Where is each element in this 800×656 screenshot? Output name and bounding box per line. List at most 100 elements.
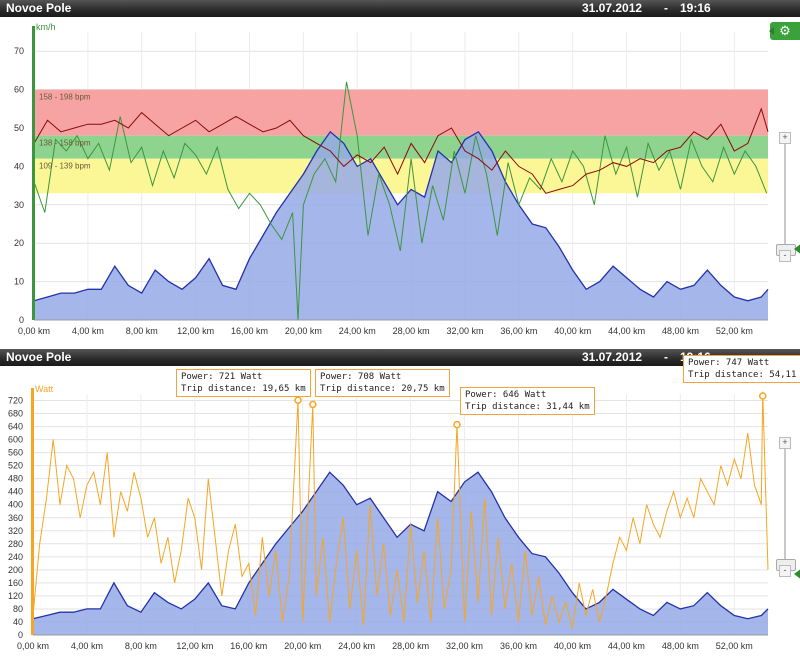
x-tick-label: 24,00 km — [338, 641, 375, 651]
y-tick-label: 30 — [14, 200, 24, 210]
altitude-line — [33, 130, 769, 302]
y-tick-label: 70 — [14, 46, 24, 56]
y-tick-label: 0 — [19, 315, 24, 325]
y-tick-label: 400 — [8, 500, 23, 510]
x-tick-label: 8,00 km — [126, 326, 158, 336]
x-tick-label: 20,00 km — [284, 641, 321, 651]
y-tick-label: 520 — [8, 461, 23, 471]
zone-label: 158 - 198 bpm — [39, 93, 91, 102]
x-tick-label: 20,00 km — [285, 326, 322, 336]
heart-rate-zone — [34, 89, 768, 136]
x-tick-label: 24,00 km — [339, 326, 376, 336]
tooltip-power: Power: 721 Watt — [181, 372, 263, 382]
y-tick-label: 240 — [8, 552, 23, 562]
x-tick-label: 0,00 km — [17, 641, 49, 651]
power-tooltip-2: Power: 708 Watt Trip distance: 20,75 km — [315, 369, 450, 397]
x-tick-label: 28,00 km — [392, 641, 429, 651]
route-name: Novoe Pole — [6, 350, 72, 364]
altitude-area — [34, 131, 768, 320]
date-time-separator: - — [664, 1, 668, 15]
x-tick-label: 36,00 km — [500, 326, 537, 336]
date-time-separator: - — [664, 350, 668, 364]
y-tick-label: 600 — [8, 435, 23, 445]
y-tick-label: 280 — [8, 539, 23, 549]
panel-header: Novoe Pole 31.07.2012 - 19:16 — [0, 0, 800, 17]
zoom-slider-track — [784, 449, 786, 565]
tooltip-distance: Trip distance: 20,75 km — [320, 384, 445, 394]
y-tick-label: 160 — [8, 578, 23, 588]
route-name: Novoe Pole — [6, 1, 72, 15]
x-tick-label: 44,00 km — [608, 326, 645, 336]
x-tick-label: 16,00 km — [230, 641, 267, 651]
y-tick-label: 50 — [14, 123, 24, 133]
altitude-area — [33, 472, 768, 635]
x-tick-label: 0,00 km — [18, 326, 50, 336]
power-tooltip-1: Power: 721 Watt Trip distance: 19,65 km — [176, 369, 311, 397]
x-tick-label: 40,00 km — [554, 326, 591, 336]
annotation-marker — [294, 396, 302, 404]
tooltip-power: Power: 646 Watt — [465, 390, 547, 400]
y-axis-label: Watt — [35, 384, 54, 394]
x-tick-label: 28,00 km — [393, 326, 430, 336]
altitude-line — [32, 471, 769, 620]
tooltip-distance: Trip distance: 54,11 km — [688, 370, 800, 380]
power-chart-panel: Novoe Pole 31.07.2012 - 19:16 0408012016… — [0, 349, 800, 656]
annotation-marker — [758, 392, 767, 400]
heart-rate-zone — [34, 158, 768, 194]
y-axis-bar — [31, 388, 34, 635]
x-tick-label: 12,00 km — [177, 326, 214, 336]
annotation-marker — [453, 420, 461, 429]
y-tick-label: 640 — [8, 422, 23, 432]
power-altitude-chart: 0 40 80 120 160 200 240 280 320 360 400 440 480 520 56… — [8, 384, 769, 651]
y-tick-label: 0 — [18, 630, 23, 640]
x-tick-label: 8,00 km — [125, 641, 157, 651]
y-tick-label: 20 — [14, 238, 24, 248]
speed-heart-altitude-chart: 0 10 20 30 40 50 60 70 0,00 km 4,00 km 8,00 km 12,0… — [14, 22, 769, 336]
tooltip-power: Power: 747 Watt — [688, 358, 770, 368]
zoom-position-marker — [794, 243, 800, 255]
y-axis-label: km/h — [36, 22, 56, 32]
heart-rate-zone — [34, 135, 768, 159]
y-tick-label: 720 — [8, 396, 23, 406]
speed-line — [33, 81, 768, 321]
y-tick-label: 200 — [8, 565, 23, 575]
y-tick-label: 40 — [13, 617, 23, 627]
zoom-out-button[interactable]: - — [779, 565, 791, 577]
gear-icon: ⚙ — [779, 23, 791, 38]
tooltip-distance: Trip distance: 19,65 km — [181, 384, 306, 394]
y-tick-label: 80 — [13, 604, 23, 614]
x-tick-label: 52,00 km — [716, 641, 753, 651]
zoom-out-button[interactable]: - — [779, 250, 791, 262]
y-tick-label: 40 — [14, 161, 24, 171]
x-tick-label: 32,00 km — [446, 641, 483, 651]
speed-chart-panel: Novoe Pole 31.07.2012 - 19:16 ⚙ 0 10 20 30 4… — [0, 0, 800, 336]
annotation-marker — [309, 400, 317, 409]
y-tick-label: 10 — [14, 277, 24, 287]
zoom-slider[interactable]: + - — [776, 132, 800, 262]
y-tick-label: 320 — [8, 526, 23, 536]
power-line — [32, 391, 769, 629]
x-tick-label: 16,00 km — [231, 326, 268, 336]
zoom-slider[interactable]: + - — [776, 437, 800, 580]
y-tick-label: 480 — [8, 474, 23, 484]
x-tick-label: 48,00 km — [662, 326, 699, 336]
tooltip-distance: Trip distance: 31,44 km — [465, 402, 590, 412]
zoom-in-button[interactable]: + — [779, 437, 791, 449]
x-tick-label: 52,00 km — [716, 326, 753, 336]
settings-arrow-icon — [769, 27, 774, 35]
settings-button[interactable]: ⚙ — [769, 22, 800, 40]
y-tick-label: 120 — [8, 591, 23, 601]
x-tick-label: 36,00 km — [500, 641, 537, 651]
x-tick-label: 48,00 km — [662, 641, 699, 651]
zone-label: 138 - 158 bpm — [39, 139, 91, 148]
zoom-position-marker — [794, 568, 800, 580]
zone-label: 109 - 139 bpm — [39, 162, 91, 171]
y-tick-label: 60 — [14, 85, 24, 95]
y-tick-label: 680 — [8, 409, 23, 419]
zoom-in-button[interactable]: + — [779, 132, 791, 144]
y-axis-bar — [32, 26, 35, 320]
ride-date: 31.07.2012 — [582, 350, 643, 364]
ride-date: 31.07.2012 — [582, 1, 643, 15]
x-tick-label: 44,00 km — [608, 641, 645, 651]
y-tick-label: 440 — [8, 487, 23, 497]
